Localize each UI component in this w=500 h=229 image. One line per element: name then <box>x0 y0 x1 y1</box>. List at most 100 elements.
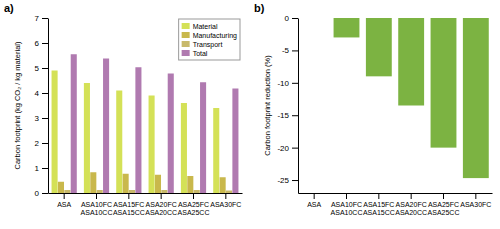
x-tick-label-line: ASA10CC <box>331 209 363 216</box>
y-tick: -25 <box>277 176 298 185</box>
panel-label: b) <box>254 2 265 14</box>
bar <box>58 182 64 193</box>
bar <box>301 18 327 19</box>
y-tick-mark <box>42 18 48 19</box>
legend-label: Total <box>193 50 208 57</box>
x-tick-mark <box>411 193 412 199</box>
x-tick-label-line: ASA30FC <box>460 201 491 208</box>
x-tick-label-line: ASA <box>57 201 71 208</box>
bar <box>64 190 70 193</box>
x-tick-label-line: ASA10FC <box>81 201 112 208</box>
y-tick-mark <box>42 118 48 119</box>
y-tick-mark <box>42 93 48 94</box>
x-tick: ASA20FCASA20CC <box>395 193 427 216</box>
bar <box>232 89 238 194</box>
y-tick-label: -15 <box>277 111 289 120</box>
x-tick-label-line: ASA15FC <box>363 201 394 208</box>
x-axis-line <box>49 193 243 194</box>
legend-swatch <box>182 32 190 38</box>
y-tick: 6 <box>35 39 48 48</box>
x-tick-label-line: ASA25CC <box>428 209 460 216</box>
x-tick: ASA <box>57 193 71 208</box>
y-tick: -10 <box>277 79 298 88</box>
chart: ASAASA10FCASA10CCASA15FCASA15CCASA20FCAS… <box>0 0 500 229</box>
bar <box>149 96 155 194</box>
legend-item: Transport <box>182 41 223 49</box>
y-tick-mark <box>42 43 48 44</box>
y-tick-mark <box>292 115 298 116</box>
x-tick-label: ASA15FCASA15CC <box>363 201 395 216</box>
y-tick: 2 <box>35 139 48 148</box>
y-tick-mark <box>42 143 48 144</box>
y-tick-mark <box>292 180 298 181</box>
panel: ASAASA10FCASA10CCASA15FCASA15CCASA20FCAS… <box>4 2 243 216</box>
bar <box>194 190 200 193</box>
bar <box>334 18 360 37</box>
x-tick-label-line: ASA20CC <box>145 209 177 216</box>
x-tick: ASA20FCASA20CC <box>145 193 177 216</box>
x-tick-mark <box>314 193 315 199</box>
y-tick: 5 <box>35 64 48 73</box>
x-tick-label-line: ASA25CC <box>178 209 210 216</box>
x-tick-label-line: ASA25FC <box>428 201 459 208</box>
bar <box>90 172 96 193</box>
x-tick-mark <box>193 193 194 199</box>
panel: ASA ASA10FCASA10CCASA15FCASA15CCASA20FCAS… <box>254 2 493 216</box>
x-tick-mark <box>378 193 379 199</box>
x-tick-label-line: ASA <box>307 201 321 208</box>
legend-item: Total <box>182 50 208 57</box>
x-tick: ASA25FCASA25CC <box>178 193 210 216</box>
bar <box>226 191 232 194</box>
bar <box>116 91 122 194</box>
y-tick-label: 5 <box>35 64 40 73</box>
legend-swatch <box>182 23 190 29</box>
legend-swatch <box>182 50 190 56</box>
bar <box>168 74 174 194</box>
bar <box>161 190 167 193</box>
legend: MaterialManufacturingTransportTotal <box>179 19 240 60</box>
y-tick-label: -5 <box>282 46 290 55</box>
panel-label: a) <box>4 2 14 14</box>
x-tick-mark <box>96 193 97 199</box>
bar <box>155 175 161 193</box>
y-axis-title: Carbon footprint reduction (%) <box>263 55 272 156</box>
y-axis-line <box>298 19 299 194</box>
x-tick: ASA15FCASA15CC <box>363 193 395 216</box>
bar <box>123 174 129 193</box>
bar <box>84 83 90 193</box>
y-axis: 0-5-10-15-20-25 <box>277 14 298 193</box>
x-tick-label: ASA30FC <box>460 201 491 208</box>
y-tick-mark <box>292 148 298 149</box>
x-tick-label-line: ASA10FC <box>331 201 362 208</box>
legend-label: Manufacturing <box>193 32 237 40</box>
y-tick-label: 3 <box>35 114 40 123</box>
bar <box>135 67 141 193</box>
x-tick-label: ASA <box>307 201 321 208</box>
bar <box>52 71 58 194</box>
y-tick: 4 <box>35 89 48 98</box>
x-tick-mark <box>443 193 444 199</box>
y-axis-line <box>48 19 49 194</box>
x-tick-label-line: ASA20CC <box>395 209 427 216</box>
x-tick-label: ASA30FC <box>210 201 241 208</box>
y-tick-mark <box>292 83 298 84</box>
y-tick: -15 <box>277 111 298 120</box>
x-tick-label: ASA25FCASA25CC <box>428 201 460 216</box>
x-tick-mark <box>64 193 65 199</box>
plot-area <box>334 18 489 178</box>
x-axis-line <box>299 193 493 194</box>
x-tick-label: ASA15FCASA15CC <box>113 201 145 216</box>
x-tick: ASA <box>307 193 321 208</box>
legend-frame <box>179 19 240 60</box>
legend-swatch <box>182 41 190 47</box>
bar <box>463 18 489 178</box>
bar <box>213 108 219 193</box>
x-tick-label-line: ASA20FC <box>146 201 177 208</box>
y-axis: 01234567 <box>35 14 49 198</box>
y-tick-mark <box>292 50 298 51</box>
bar <box>181 103 187 193</box>
y-tick: 0 <box>35 189 48 198</box>
x-tick-label-line: ASA10CC <box>81 209 113 216</box>
bar <box>97 190 103 193</box>
bar <box>366 18 392 76</box>
